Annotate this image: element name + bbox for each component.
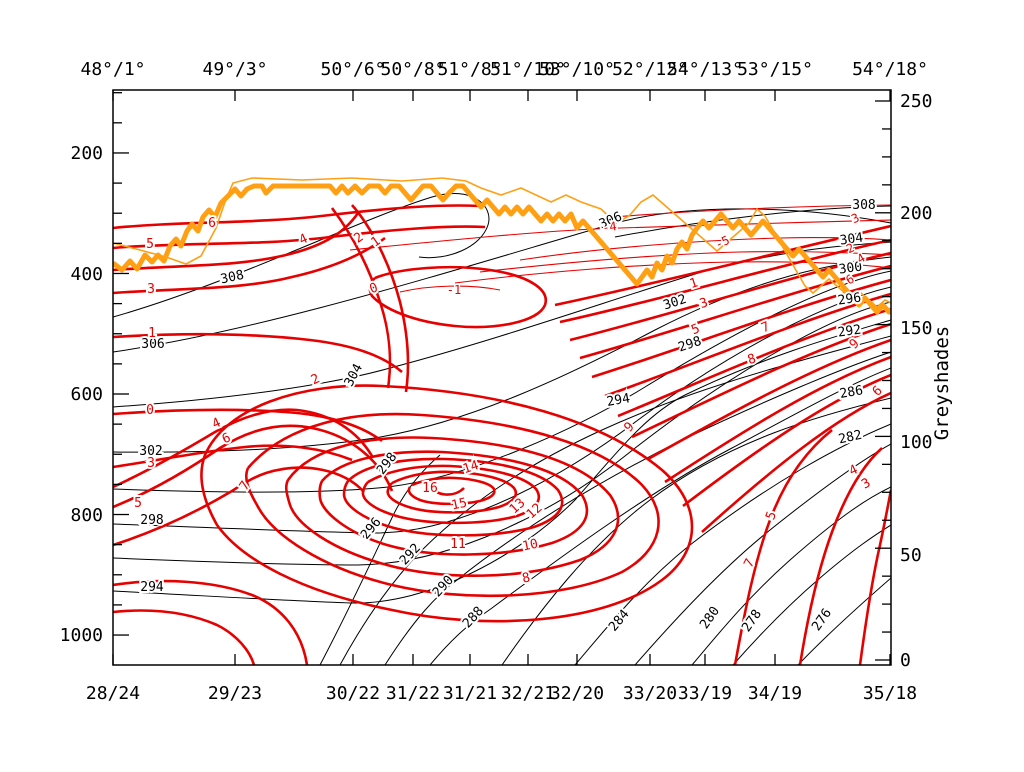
red-contour-label: 3 [147,282,155,297]
black-contour-label: 294 [140,580,164,595]
red-contour-label: 4 [847,462,861,479]
bottom-axis-label: 29/23 [208,683,262,704]
red-contour-label: 6 [208,216,216,231]
bottom-axis-label: 30/22 [326,683,380,704]
black-contour-label: 298 [140,513,163,528]
black-contour-labels: 3083063063083043002962923022983022982943… [137,196,877,637]
bottom-axis-label: 32/20 [550,683,604,704]
top-axis-label: 52°/12° [612,59,688,80]
red-contour-label: 3 [698,295,710,312]
black-contour-label: 282 [837,428,863,448]
black-contour-label: 296 [837,290,862,308]
black-contour-label: 300 [838,259,863,277]
top-axis-label: 53°/10° [539,59,615,80]
bottom-axis-label: 28/24 [86,683,140,704]
axis-ticks [112,90,891,665]
bottom-axis-label: 32/21 [501,683,555,704]
red-contour-label: 14 [461,458,481,477]
red-contour-label: 16 [422,481,438,496]
bottom-axis-label: 31/22 [386,683,440,704]
black-contour-label: 278 [739,607,765,635]
red-contour-label: 5 [763,510,780,522]
right-axis-label: 200 [900,203,933,224]
red-contour-label: 1 [148,326,156,341]
right-axis-title: Greyshades [931,326,953,440]
black-contour-label: 286 [839,383,865,402]
red-thin-contour-label: -4 [601,219,617,235]
red-thin-contour-label: -1 [447,283,461,297]
black-contour-label: 306 [141,337,164,352]
black-contour-label: 296 [358,515,385,543]
red-contour-label: 6 [220,430,233,447]
black-contour-label: 302 [139,444,162,459]
left-axis-label: 400 [70,264,103,285]
red-contour-label: 2 [309,371,322,388]
red-contour-label: 0 [146,403,154,418]
right-axis-label: 250 [900,91,933,112]
red-contour-label: 3 [859,476,873,493]
black-contour-label: 276 [809,606,835,634]
bottom-axis-label: 31/21 [443,683,497,704]
top-axis-label: 50°/8° [380,59,445,80]
red-contour-label: 15 [450,496,468,514]
top-axis-label: 48°/1° [80,59,145,80]
right-axis-label: 100 [900,432,933,453]
axis-tick-labels: 48°/1° 28/24 49°/3° 29/23 50°/6° 30/22 50°/8° 3… [60,59,933,704]
tropopause-thick-line [113,183,891,315]
black-contour-label: 280 [697,604,723,632]
black-contour-label: 290 [430,573,457,600]
tropopause-thin-line [113,177,891,309]
black-contour-label: 308 [852,198,875,213]
black-contour-label: 292 [837,322,862,340]
top-axis-label: 51°/8° [437,59,502,80]
right-axis-label: 150 [900,318,933,339]
black-contour-label: 292 [397,541,424,568]
top-axis-label: 51°/10° [490,59,566,80]
bottom-axis-label: 35/18 [863,683,917,704]
red-contour-label: 3 [147,456,155,471]
black-contour-label: 294 [606,391,632,410]
right-axis-label: 0 [900,650,911,671]
plot-frame [112,89,892,666]
red-contour-label: 7 [759,319,772,336]
bottom-axis-label: 33/20 [623,683,677,704]
red-contour-label: 10 [521,537,539,555]
red-contour-label: 5 [134,496,142,511]
top-axis-label: 53°/15° [737,59,813,80]
left-axis-label: 1000 [60,625,103,646]
tropopause-lines [113,177,891,315]
red-positive-contours [113,204,891,665]
black-contour-label: 304 [839,230,865,248]
red-contour-label: 5 [146,237,154,252]
top-axis-label: 54°/13° [667,59,743,80]
left-axis-label: 600 [70,384,103,405]
black-contour-label: 288 [460,604,487,631]
black-contour-label: 308 [219,268,245,288]
right-axis-label: 50 [900,545,922,566]
bottom-axis-label: 33/19 [678,683,732,704]
bottom-axis-label: 34/19 [748,683,802,704]
black-contour-label: 284 [606,607,633,635]
top-axis-label: 54°/18° [852,59,928,80]
top-axis-label: 49°/3° [202,59,267,80]
top-axis-label: 50°/6° [320,59,385,80]
black-contour-label: 298 [676,334,703,356]
left-axis-label: 800 [70,505,103,526]
left-axis-label: 200 [70,143,103,164]
red-contour-label: 4 [210,415,224,432]
red-contour-label: 11 [450,537,466,552]
